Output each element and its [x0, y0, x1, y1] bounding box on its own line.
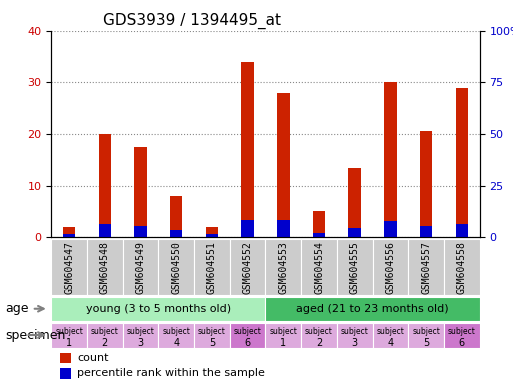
Text: GSM604550: GSM604550	[171, 241, 181, 294]
Text: subject: subject	[55, 327, 83, 336]
Bar	[98, 224, 111, 237]
Bar	[408, 239, 444, 295]
Bar	[51, 297, 266, 321]
Bar	[123, 239, 159, 295]
Bar	[337, 323, 372, 348]
Text: subject: subject	[269, 327, 297, 336]
Bar	[384, 83, 397, 237]
Bar	[159, 239, 194, 295]
Bar	[266, 297, 480, 321]
Text: subject: subject	[234, 327, 262, 336]
Bar	[444, 323, 480, 348]
Text: 2: 2	[102, 338, 108, 348]
Bar	[456, 224, 468, 237]
Text: GSM604548: GSM604548	[100, 241, 110, 294]
Bar	[420, 226, 432, 237]
Bar	[444, 239, 480, 295]
Bar	[266, 239, 301, 295]
Text: young (3 to 5 months old): young (3 to 5 months old)	[86, 304, 231, 314]
Bar	[194, 323, 230, 348]
Text: count: count	[77, 353, 109, 363]
Bar	[301, 323, 337, 348]
Bar	[63, 234, 75, 237]
Bar	[98, 134, 111, 237]
Text: 2: 2	[316, 338, 322, 348]
Bar	[230, 323, 266, 348]
Bar	[87, 323, 123, 348]
Text: percentile rank within the sample: percentile rank within the sample	[77, 368, 265, 378]
Text: subject: subject	[448, 327, 476, 336]
Bar	[384, 221, 397, 237]
Text: aged (21 to 23 months old): aged (21 to 23 months old)	[296, 304, 449, 314]
Text: subject: subject	[162, 327, 190, 336]
Text: GSM604549: GSM604549	[135, 241, 146, 294]
Bar	[266, 323, 301, 348]
Text: 1: 1	[280, 338, 286, 348]
Bar	[51, 323, 87, 348]
Bar	[420, 131, 432, 237]
Bar	[348, 228, 361, 237]
Text: GSM604554: GSM604554	[314, 241, 324, 294]
Bar	[277, 93, 289, 237]
Bar	[230, 239, 266, 295]
Bar	[123, 323, 159, 348]
Text: subject: subject	[341, 327, 369, 336]
Bar	[206, 227, 218, 237]
Bar	[159, 323, 194, 348]
Bar	[456, 88, 468, 237]
Text: GSM604552: GSM604552	[243, 241, 252, 294]
Bar	[337, 239, 372, 295]
Text: GSM604555: GSM604555	[350, 241, 360, 294]
Text: 3: 3	[351, 338, 358, 348]
Text: 5: 5	[209, 338, 215, 348]
Text: subject: subject	[198, 327, 226, 336]
Text: GSM604556: GSM604556	[385, 241, 396, 294]
Bar	[372, 239, 408, 295]
Bar	[87, 239, 123, 295]
Text: 4: 4	[387, 338, 393, 348]
Text: subject: subject	[91, 327, 119, 336]
Bar	[63, 227, 75, 237]
Text: 6: 6	[245, 338, 251, 348]
Text: GSM604547: GSM604547	[64, 241, 74, 294]
Bar	[348, 167, 361, 237]
Bar	[60, 368, 71, 379]
Bar	[313, 233, 325, 237]
Text: subject: subject	[377, 327, 404, 336]
Text: 1: 1	[66, 338, 72, 348]
Text: GSM604553: GSM604553	[279, 241, 288, 294]
Bar	[206, 234, 218, 237]
Bar	[51, 239, 87, 295]
Text: GSM604557: GSM604557	[421, 241, 431, 294]
Bar	[301, 239, 337, 295]
Text: 6: 6	[459, 338, 465, 348]
Bar	[313, 212, 325, 237]
Bar	[60, 353, 71, 363]
Bar	[408, 323, 444, 348]
Text: 5: 5	[423, 338, 429, 348]
Bar	[170, 196, 183, 237]
Text: subject: subject	[412, 327, 440, 336]
Bar	[194, 239, 230, 295]
Text: age: age	[5, 302, 29, 315]
Text: 3: 3	[137, 338, 144, 348]
Text: subject: subject	[305, 327, 333, 336]
Text: subject: subject	[127, 327, 154, 336]
Bar	[372, 323, 408, 348]
Text: GSM604551: GSM604551	[207, 241, 217, 294]
Bar	[134, 226, 147, 237]
Bar	[134, 147, 147, 237]
Bar	[277, 220, 289, 237]
Bar	[242, 62, 254, 237]
Text: GDS3939 / 1394495_at: GDS3939 / 1394495_at	[103, 13, 281, 29]
Bar	[170, 230, 183, 237]
Text: 4: 4	[173, 338, 180, 348]
Text: specimen: specimen	[5, 329, 66, 341]
Bar	[242, 220, 254, 237]
Text: GSM604558: GSM604558	[457, 241, 467, 294]
